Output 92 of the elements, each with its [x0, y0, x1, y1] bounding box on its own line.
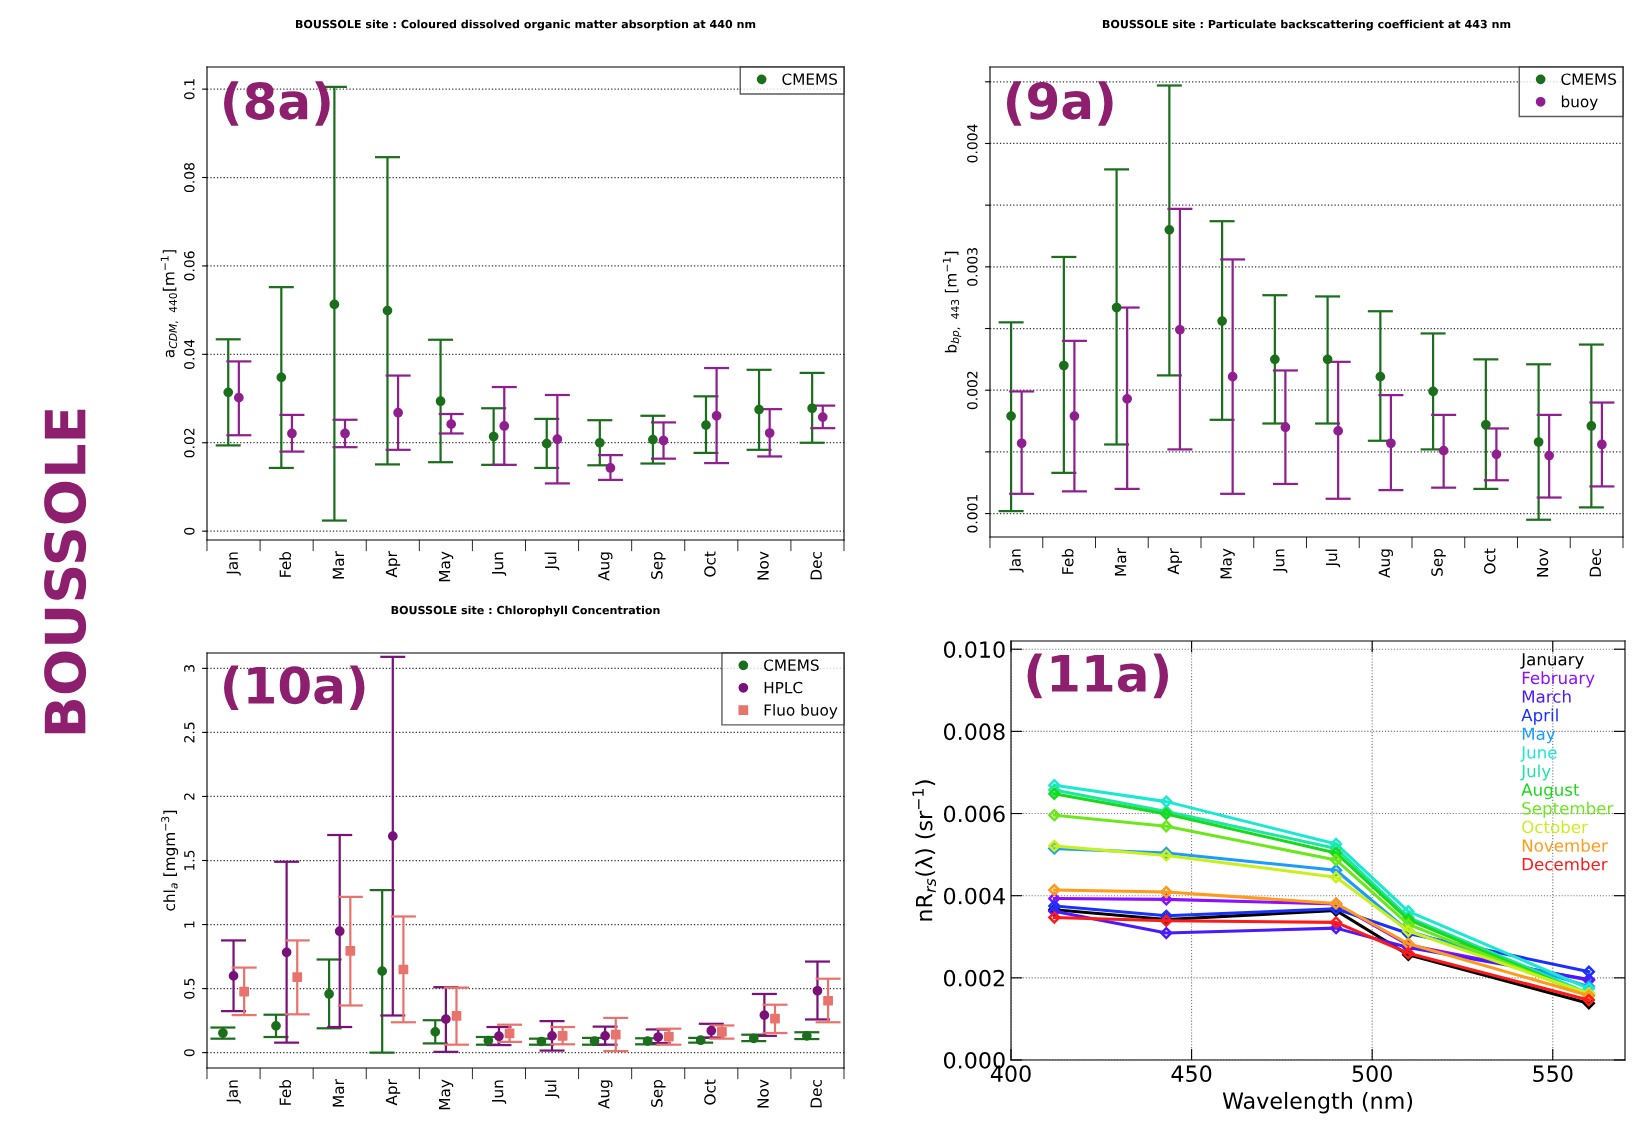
text: November [1522, 838, 1608, 852]
x-tick-label: Oct [704, 551, 716, 577]
x-tick-label: Mar [1114, 548, 1127, 576]
y-tick-label: 0 [184, 1049, 195, 1057]
x-tick-label: Aug [598, 1080, 613, 1109]
text: July [1520, 764, 1551, 781]
y-axis-title: nR$_{rs}$(λ) (sr$^{−1}$) [912, 780, 937, 921]
y-tick-label: 1 [184, 921, 195, 928]
x-tick-label: Jul [1325, 549, 1341, 568]
x-tick-label: Oct [1484, 548, 1496, 574]
y-axis-title: b$_{bp, 443}$ [m$^{−1}$] [942, 251, 962, 353]
x-tick-label: Dec [810, 1080, 822, 1108]
x-tick-label: 550 [1533, 1065, 1573, 1083]
x-tick-label: May [438, 551, 454, 582]
annotation: (8a) [224, 81, 330, 126]
x-tick-label: Feb [279, 551, 292, 577]
legend-label: buoy [1561, 95, 1598, 111]
annotation: (9a) [1006, 81, 1113, 126]
y-axis-title: a$_{CDM, 440}$[m$^{−1}$] [160, 250, 179, 358]
text: October [1522, 820, 1588, 834]
y-tick-label: 0.004 [967, 124, 978, 163]
x-tick-label: Sep [651, 551, 666, 579]
text: March [1522, 689, 1571, 703]
y-tick-label: 0.002 [967, 371, 978, 410]
legend-label: Fluo buoy [764, 703, 838, 719]
y-axis-title: chl$_{a}$ [mgm$^{−3}$] [161, 810, 179, 911]
x-tick-label: Feb [279, 1079, 292, 1105]
x-tick-label: Mar [332, 1079, 345, 1107]
y-tick-label: 2 [184, 793, 195, 800]
text: April [1521, 708, 1558, 725]
x-tick-label: Aug [1378, 549, 1394, 578]
x-tick-label: 500 [1352, 1065, 1392, 1083]
annotation: (10a) [224, 665, 365, 711]
x-tick-label: Jun [492, 552, 507, 576]
text: September [1522, 801, 1614, 818]
text: February [1522, 671, 1595, 688]
x-tick-label: Jan [226, 552, 241, 576]
x-tick-label: Apr [385, 551, 401, 578]
x-tick-label: 450 [1171, 1065, 1212, 1083]
y-tick-label: 0.06 [184, 251, 195, 281]
text: May [1522, 727, 1556, 744]
x-axis-title: Wavelength (nm) [1222, 1091, 1413, 1114]
x-tick-label: Jul [544, 1080, 560, 1099]
chart-title: BOUSSOLE site : Coloured dissolved organic matter absorption at 440 nm [295, 19, 756, 31]
text: December [1522, 857, 1608, 871]
annotation: (11a) [1027, 653, 1169, 699]
x-tick-label: May [438, 1079, 454, 1110]
legend-label: January [1520, 653, 1584, 669]
x-tick-label: Oct [704, 1079, 716, 1105]
y-tick-label: 3 [184, 665, 195, 672]
x-tick-label: Sep [651, 1079, 666, 1107]
y-tick-label: 0.004 [943, 887, 1005, 905]
y-tick-label: 0.010 [943, 641, 1005, 658]
x-tick-label: Nov [757, 551, 769, 580]
y-tick-label: 0.003 [967, 248, 978, 286]
y-tick-label: 0 [184, 527, 195, 535]
legend-label: CMEMS [782, 73, 838, 85]
y-tick-label: 0.08 [184, 163, 195, 193]
x-tick-label: Jun [1273, 549, 1288, 573]
x-tick-label: Apr [385, 1079, 401, 1106]
text: June [1520, 746, 1557, 762]
chart-title: BOUSSOLE site : Particulate backscattering coefficient at 443 nm [1102, 19, 1511, 31]
x-tick-label: May [1220, 548, 1235, 579]
legend-label: CMEMS [1561, 73, 1617, 85]
y-tick-label: 0.002 [943, 969, 1004, 987]
y-tick-label: 1.5 [184, 850, 195, 871]
text: August [1521, 783, 1580, 800]
y-tick-label: 0.008 [943, 723, 1005, 741]
x-tick-label: Jan [1009, 549, 1024, 573]
x-tick-label: Sep [1431, 548, 1446, 576]
legend-label: HPLC [764, 681, 803, 694]
y-tick-label: 0.006 [943, 805, 1005, 823]
x-tick-label: Feb [1061, 548, 1074, 574]
x-tick-label: Dec [1589, 549, 1602, 577]
x-tick-label: Nov [757, 1079, 769, 1108]
y-tick-label: 0.001 [967, 494, 978, 533]
x-tick-label: Nov [1536, 548, 1549, 577]
x-tick-label: Dec [810, 552, 822, 580]
y-tick-label: 0.1 [184, 79, 195, 100]
x-tick-label: Jan [226, 1080, 241, 1104]
text: BOUSSOLE [44, 409, 87, 734]
x-tick-label: Mar [332, 551, 345, 579]
legend-label: CMEMS [764, 659, 819, 671]
y-tick-label: 0.04 [184, 339, 195, 369]
x-tick-label: Jul [544, 552, 560, 571]
x-tick-label: Apr [1167, 548, 1183, 575]
y-tick-label: 0.02 [184, 428, 195, 458]
y-tick-label: 2.5 [184, 722, 195, 743]
x-tick-label: Aug [598, 552, 613, 581]
y-tick-label: 0.5 [184, 978, 195, 999]
x-tick-label: Jun [492, 1080, 507, 1104]
chart-title: BOUSSOLE site : Chlorophyll Concentration [391, 605, 660, 617]
